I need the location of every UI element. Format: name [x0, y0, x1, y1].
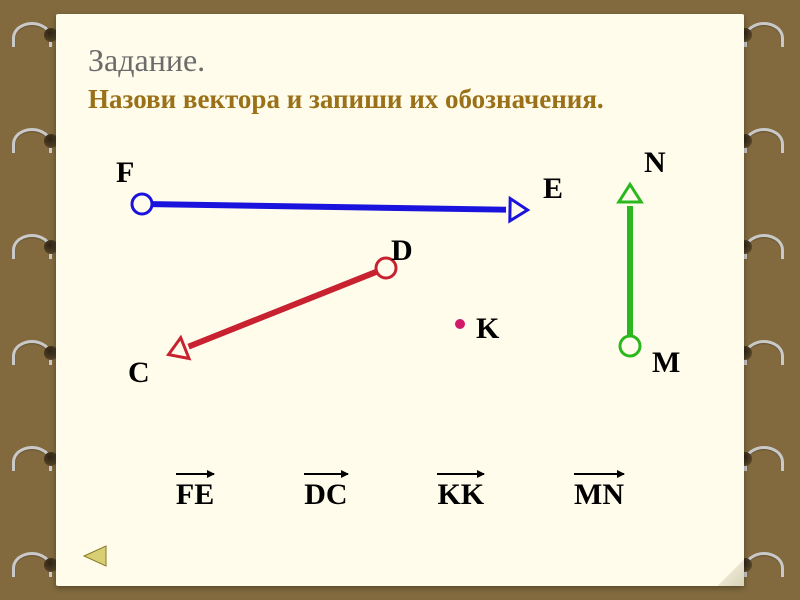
- answers-row: FE DC KK MN: [56, 478, 744, 512]
- point-label: F: [116, 156, 134, 190]
- answer-KK: KK: [437, 478, 484, 512]
- slide-frame: Задание. Назови вектора и запиши их обоз…: [0, 0, 800, 600]
- answer-DC: DC: [304, 478, 347, 512]
- point-label: M: [652, 346, 680, 380]
- back-button[interactable]: [82, 544, 108, 568]
- point-K: [455, 319, 465, 329]
- point-label: K: [476, 312, 499, 346]
- paper-sheet: Задание. Назови вектора и запиши их обоз…: [56, 14, 744, 586]
- point-label: D: [391, 234, 413, 268]
- answer-FE: FE: [176, 478, 214, 512]
- point-label: E: [543, 172, 563, 206]
- triangle-left-icon: [82, 544, 108, 568]
- vector-DC: [189, 272, 377, 347]
- answer-MN: MN: [574, 478, 624, 512]
- point-label: N: [644, 146, 666, 180]
- vector-FE: [152, 204, 506, 210]
- point-label: C: [128, 356, 150, 390]
- binder-rings-right: [738, 0, 784, 600]
